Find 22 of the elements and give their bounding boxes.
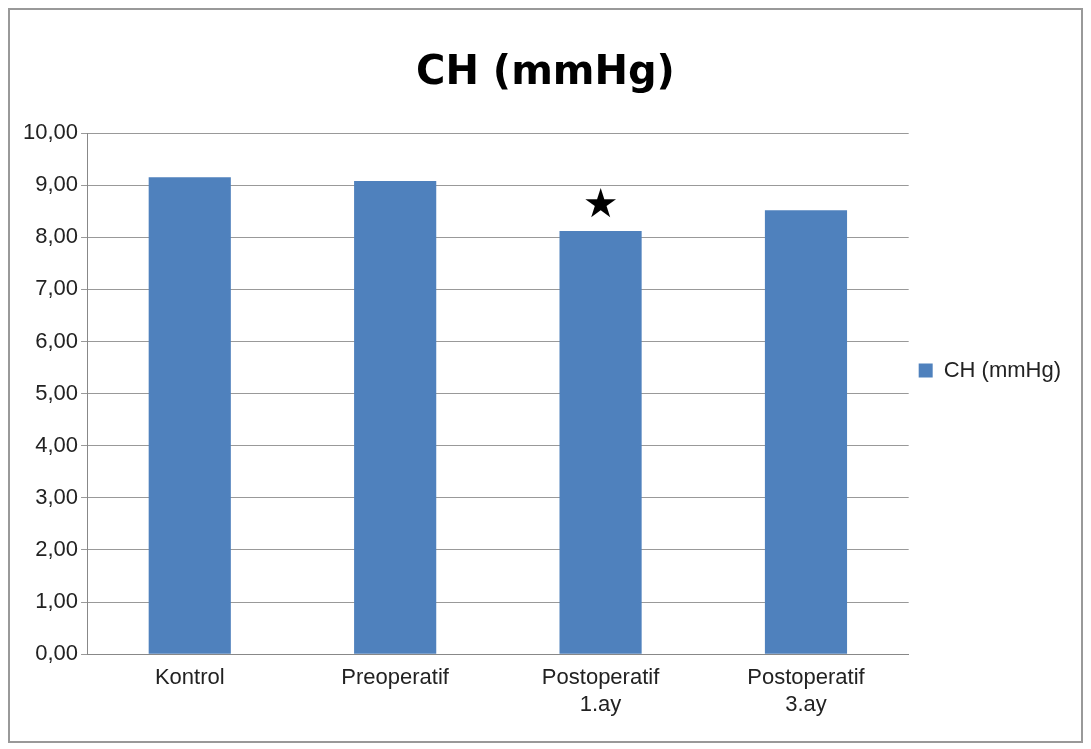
legend-label: CH (mmHg) [943,356,1062,382]
y-tick-label: 3,00 [35,483,79,509]
y-tick-label: 2,00 [35,536,79,562]
chart-title: CH (mmHg) [416,47,675,94]
y-tick-label: 6,00 [35,327,79,353]
bar [354,180,437,654]
x-tick-label: Postoperatif 3.ay [747,664,866,716]
y-tick-label: 1,00 [35,588,79,614]
annotation: ★ [582,180,619,227]
x-tick-label: Kontrol [154,664,225,690]
x-tick-label: Postoperatif 1.ay [541,664,661,716]
bar [764,210,848,654]
y-tick-label: 7,00 [35,275,79,301]
y-tick-label: 0,00 [35,640,79,666]
y-tick-label: 9,00 [35,171,79,197]
y-tick-label: 8,00 [35,223,79,249]
x-tick-label: Preoperatif [341,664,450,690]
bar [559,230,642,654]
y-tick-label: 10,00 [22,119,79,145]
y-tick-label: 5,00 [35,379,79,405]
bar [148,177,231,654]
y-tick-label: 4,00 [35,431,79,457]
